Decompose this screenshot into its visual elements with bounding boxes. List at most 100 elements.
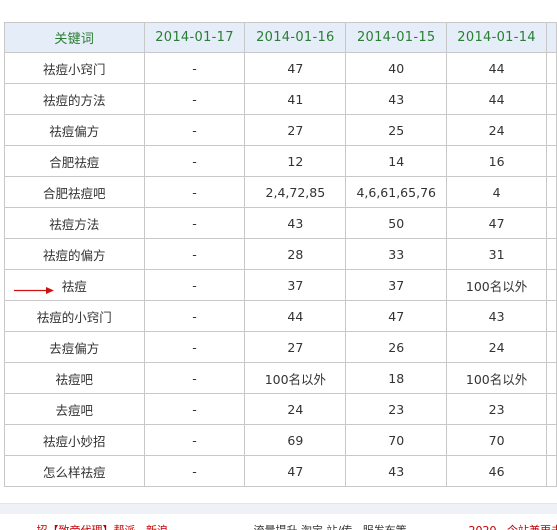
rank-cell: 70 [345, 424, 448, 456]
rank-cell: 37 [345, 269, 448, 301]
table-row: 祛痘偏方 - 27 25 24 [4, 114, 557, 146]
rank-cell: 23 [446, 393, 548, 425]
rank-cell: 43 [446, 300, 548, 332]
overflow-cell [546, 145, 557, 177]
rank-cell: 12 [244, 145, 347, 177]
keyword-cell: 去痘偏方 [4, 331, 145, 363]
footer-link-right[interactable]: ...2020...今站兼更未越... [458, 522, 557, 530]
keyword-cell: 祛痘的偏方 [4, 238, 145, 270]
table-row: 祛痘的方法 - 41 43 44 [4, 83, 557, 115]
rank-cell: 70 [446, 424, 548, 456]
overflow-cell [546, 52, 557, 84]
rank-cell: 50 [345, 207, 448, 239]
rank-cell: 18 [345, 362, 448, 394]
rank-cell: - [143, 176, 246, 208]
overflow-cell [546, 269, 557, 301]
keyword-cell: 怎么样祛痘 [4, 455, 145, 487]
rank-cell: 16 [446, 145, 548, 177]
rank-cell: 27 [244, 331, 347, 363]
overflow-cell [546, 331, 557, 363]
rank-cell: 44 [446, 52, 548, 84]
overflow-cell [546, 83, 557, 115]
footer-link-left[interactable]: ...招【致帝代理】帮派...新浪... [26, 522, 178, 530]
header-date-2014-01-16[interactable]: 2014-01-16 [244, 22, 347, 53]
rank-cell: 27 [244, 114, 347, 146]
header-date-2014-01-15[interactable]: 2014-01-15 [345, 22, 448, 53]
rank-cell: - [143, 455, 246, 487]
rank-cell: 24 [446, 331, 548, 363]
table-row: 祛痘吧 - 100名以外 18 100名以外 [4, 362, 557, 394]
rank-cell: 100名以外 [244, 362, 347, 394]
table-header-row: 关键词 2014-01-17 2014-01-16 2014-01-15 201… [4, 22, 557, 53]
rank-cell: - [143, 238, 246, 270]
overflow-cell [546, 424, 557, 456]
rank-cell: 43 [345, 455, 448, 487]
rank-cell: 2,4,72,85 [244, 176, 347, 208]
red-arrow-icon [14, 287, 54, 294]
rank-cell: - [143, 83, 246, 115]
rank-cell: 41 [244, 83, 347, 115]
rank-cell: 46 [446, 455, 548, 487]
keyword-cell: 去痘吧 [4, 393, 145, 425]
rank-cell: 47 [244, 455, 347, 487]
table-row: 怎么样祛痘 - 47 43 46 [4, 455, 557, 487]
rank-cell: 33 [345, 238, 448, 270]
rank-cell: - [143, 424, 246, 456]
rank-cell: 31 [446, 238, 548, 270]
keyword-cell: 祛痘偏方 [4, 114, 145, 146]
keyword-cell: 祛痘小妙招 [4, 424, 145, 456]
overflow-cell [546, 114, 557, 146]
overflow-cell [546, 455, 557, 487]
header-date-2014-01-14[interactable]: 2014-01-14 [446, 22, 548, 53]
table-bottom-divider [0, 503, 557, 514]
footer-links-bar: ...招【致帝代理】帮派...新浪... ...流量提升 淘宝 站/传...服发… [0, 517, 557, 530]
keyword-ranking-table: 关键词 2014-01-17 2014-01-16 2014-01-15 201… [4, 22, 557, 487]
rank-cell: 4 [446, 176, 548, 208]
table-row: 祛痘小妙招 - 69 70 70 [4, 424, 557, 456]
keyword-cell: 祛痘小窍门 [4, 52, 145, 84]
rank-cell: - [143, 300, 246, 332]
overflow-cell [546, 176, 557, 208]
rank-cell: 47 [244, 52, 347, 84]
keyword-cell: 祛痘方法 [4, 207, 145, 239]
rank-cell: 24 [446, 114, 548, 146]
rank-cell: 43 [345, 83, 448, 115]
rank-cell: - [143, 269, 246, 301]
table-row: 祛痘小窍门 - 47 40 44 [4, 52, 557, 84]
table-row: 去痘吧 - 24 23 23 [4, 393, 557, 425]
rank-cell: - [143, 145, 246, 177]
table-row: 合肥祛痘 - 12 14 16 [4, 145, 557, 177]
rank-cell: 47 [446, 207, 548, 239]
header-overflow-column [546, 22, 557, 53]
footer-link-middle[interactable]: ...流量提升 淘宝 站/传...服发布策... [243, 522, 417, 530]
keyword-cell: 合肥祛痘吧 [4, 176, 145, 208]
table-row: 祛痘的小窍门 - 44 47 43 [4, 300, 557, 332]
keyword-cell: 祛痘的方法 [4, 83, 145, 115]
rank-cell: 23 [345, 393, 448, 425]
rank-cell: 4,6,61,65,76 [345, 176, 448, 208]
rank-cell: 28 [244, 238, 347, 270]
header-date-2014-01-17[interactable]: 2014-01-17 [143, 22, 246, 53]
overflow-cell [546, 393, 557, 425]
overflow-cell [546, 207, 557, 239]
rank-cell: 44 [446, 83, 548, 115]
rank-cell: 43 [244, 207, 347, 239]
rank-cell: 14 [345, 145, 448, 177]
keyword-cell: 合肥祛痘 [4, 145, 145, 177]
rank-cell: - [143, 52, 246, 84]
table-row-highlighted: 祛痘 - 37 37 100名以外 [4, 269, 557, 301]
rank-cell: 40 [345, 52, 448, 84]
table-row: 祛痘方法 - 43 50 47 [4, 207, 557, 239]
rank-cell: 100名以外 [446, 362, 548, 394]
overflow-cell [546, 238, 557, 270]
rank-cell: - [143, 362, 246, 394]
overflow-cell [546, 362, 557, 394]
rank-cell: 47 [345, 300, 448, 332]
rank-cell: - [143, 114, 246, 146]
rank-cell: - [143, 393, 246, 425]
rank-cell: 25 [345, 114, 448, 146]
table-row: 合肥祛痘吧 - 2,4,72,85 4,6,61,65,76 4 [4, 176, 557, 208]
table-row: 祛痘的偏方 - 28 33 31 [4, 238, 557, 270]
rank-cell: - [143, 207, 246, 239]
header-keyword[interactable]: 关键词 [4, 22, 145, 53]
